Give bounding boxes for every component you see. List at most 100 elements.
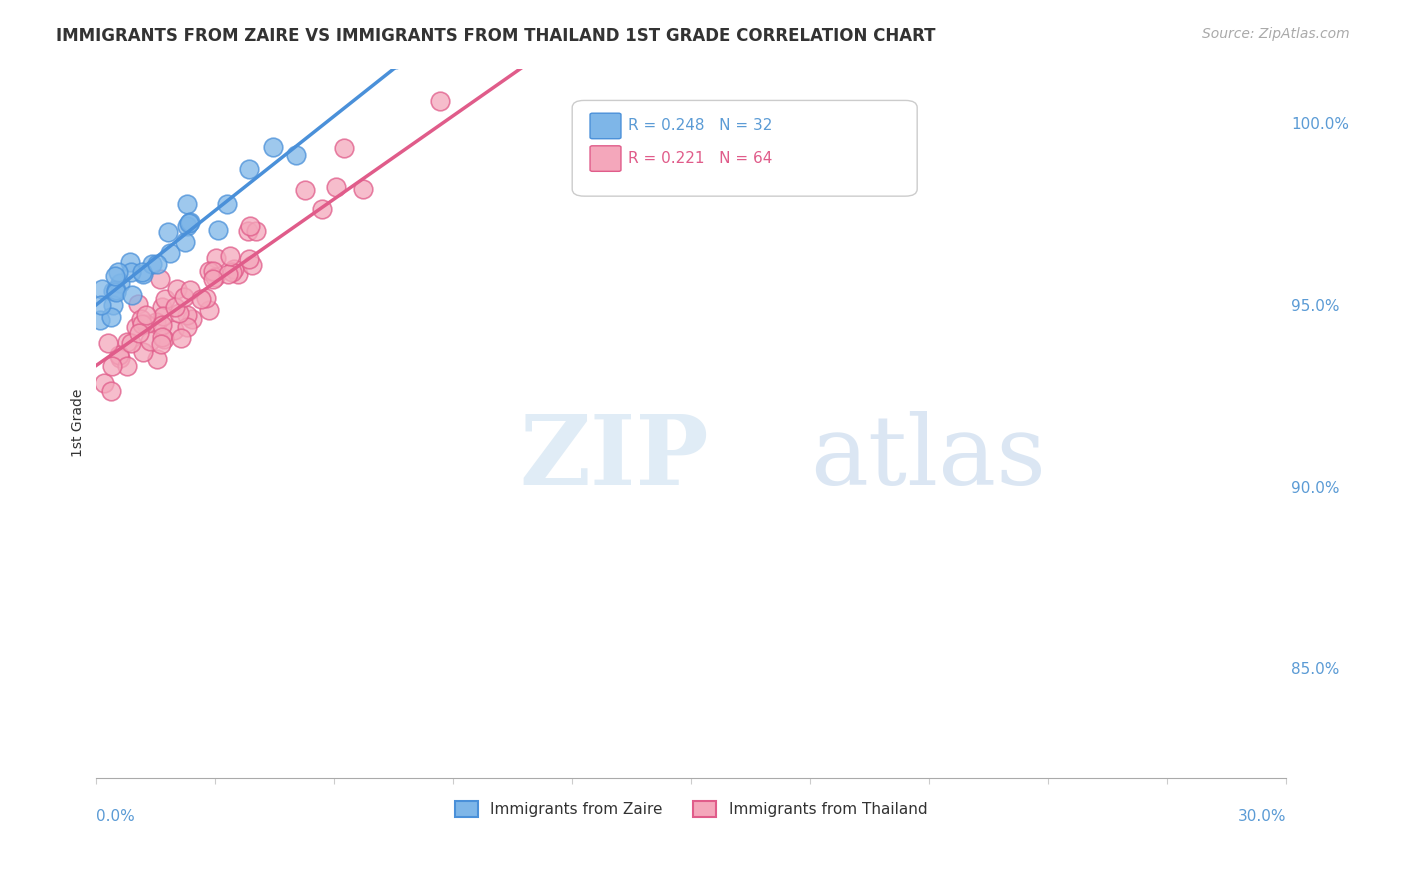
Point <box>222 261 245 276</box>
Point <box>108 348 131 362</box>
Point <box>176 219 198 233</box>
Point <box>215 197 238 211</box>
FancyBboxPatch shape <box>591 113 621 139</box>
Point <box>174 235 197 249</box>
Point <box>163 323 186 337</box>
Point <box>589 51 612 65</box>
Point <box>170 331 193 345</box>
Point <box>149 272 172 286</box>
Point <box>239 219 262 233</box>
Point <box>100 359 122 373</box>
Point <box>97 335 120 350</box>
Point <box>179 283 201 297</box>
Point <box>90 298 112 312</box>
Text: atlas: atlas <box>810 411 1046 506</box>
Point <box>284 148 307 162</box>
Point <box>145 315 167 329</box>
Point <box>107 265 129 279</box>
Point <box>198 303 221 318</box>
Point <box>120 336 142 351</box>
Point <box>135 318 157 332</box>
Point <box>195 291 218 305</box>
Text: IMMIGRANTS FROM ZAIRE VS IMMIGRANTS FROM THAILAND 1ST GRADE CORRELATION CHART: IMMIGRANTS FROM ZAIRE VS IMMIGRANTS FROM… <box>56 27 936 45</box>
Point <box>115 334 138 349</box>
Point <box>207 222 229 236</box>
Point <box>125 319 148 334</box>
Point <box>177 216 200 230</box>
Point <box>100 384 122 399</box>
Text: R = 0.221   N = 64: R = 0.221 N = 64 <box>628 151 772 166</box>
Point <box>100 310 122 324</box>
Point <box>152 330 174 344</box>
FancyBboxPatch shape <box>572 101 917 196</box>
Point <box>104 269 127 284</box>
Point <box>176 308 198 322</box>
Point <box>173 289 195 303</box>
Point <box>311 202 333 216</box>
Point <box>429 94 451 108</box>
Point <box>101 284 124 298</box>
Point <box>236 224 259 238</box>
Point <box>152 309 174 323</box>
Point <box>167 306 190 320</box>
Point <box>352 182 374 196</box>
Point <box>555 51 578 65</box>
Point <box>238 252 260 266</box>
Point <box>166 282 188 296</box>
Point <box>150 318 173 333</box>
Point <box>201 263 224 277</box>
Point <box>190 292 212 306</box>
Point <box>204 269 226 284</box>
Point <box>197 264 219 278</box>
Point <box>159 246 181 260</box>
Point <box>115 359 138 374</box>
Point <box>433 41 456 55</box>
Point <box>150 300 173 314</box>
Point <box>105 285 128 300</box>
Point <box>333 141 356 155</box>
Point <box>205 251 228 265</box>
Point <box>131 317 153 331</box>
Text: Source: ZipAtlas.com: Source: ZipAtlas.com <box>1202 27 1350 41</box>
Point <box>179 215 201 229</box>
Point <box>141 257 163 271</box>
Y-axis label: 1st Grade: 1st Grade <box>72 389 86 458</box>
Point <box>262 140 284 154</box>
Point <box>110 351 132 366</box>
Point <box>226 268 249 282</box>
Point <box>132 345 155 359</box>
Point <box>145 351 167 366</box>
Point <box>132 268 155 282</box>
Point <box>217 267 239 281</box>
Point <box>101 298 124 312</box>
Text: ZIP: ZIP <box>519 411 709 506</box>
Point <box>139 334 162 349</box>
Point <box>219 249 242 263</box>
Text: 0.0%: 0.0% <box>97 809 135 824</box>
Point <box>153 332 176 346</box>
Point <box>240 258 263 272</box>
Point <box>156 226 179 240</box>
Point <box>176 197 198 211</box>
Legend: Immigrants from Zaire, Immigrants from Thailand: Immigrants from Zaire, Immigrants from T… <box>449 795 934 823</box>
Point <box>91 282 114 296</box>
Point <box>128 326 150 340</box>
Point <box>129 312 152 326</box>
Point <box>153 292 176 306</box>
Point <box>135 309 157 323</box>
Point <box>120 255 142 269</box>
Point <box>384 53 406 67</box>
Point <box>163 300 186 314</box>
Text: R = 0.248   N = 32: R = 0.248 N = 32 <box>628 119 772 134</box>
Point <box>221 264 243 278</box>
Point <box>238 162 260 177</box>
Point <box>294 184 316 198</box>
Point <box>89 313 111 327</box>
Point <box>149 336 172 351</box>
Point <box>176 320 198 334</box>
FancyBboxPatch shape <box>591 145 621 171</box>
Point <box>105 283 128 297</box>
Point <box>201 272 224 286</box>
Point <box>120 265 142 279</box>
Point <box>131 265 153 279</box>
